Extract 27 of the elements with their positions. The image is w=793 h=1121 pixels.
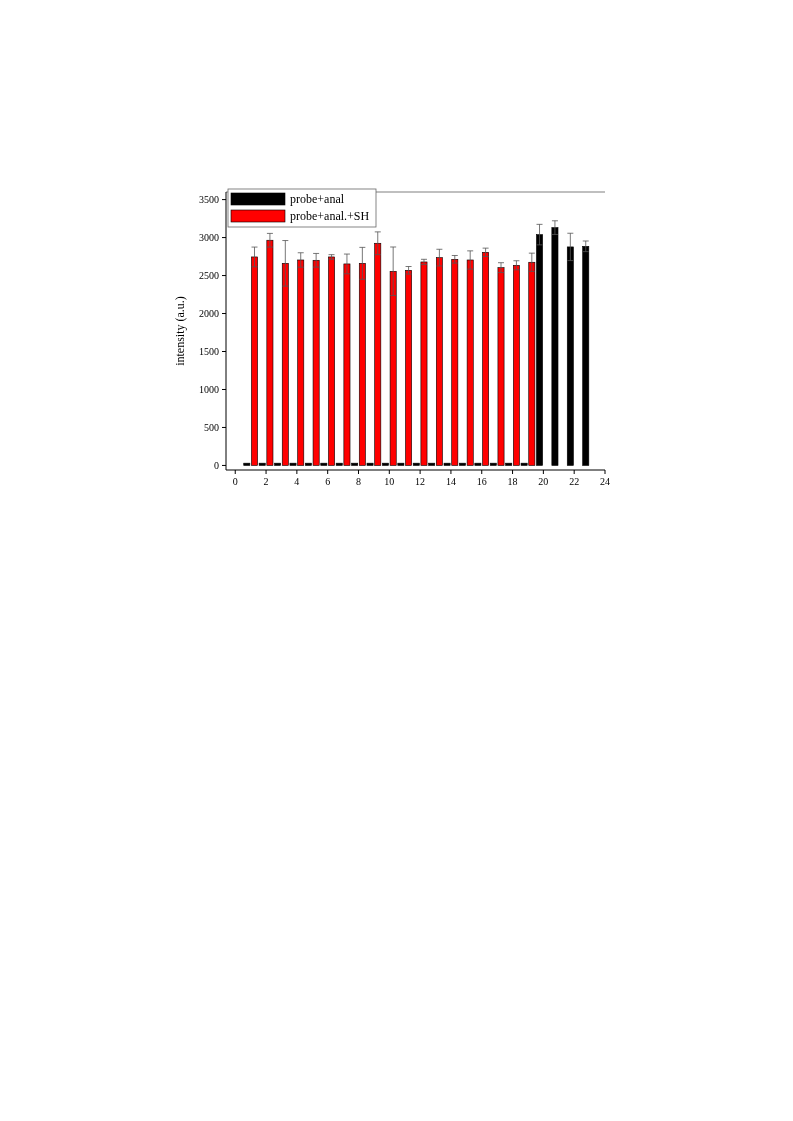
bar	[582, 246, 590, 466]
x-tick-label: 18	[507, 476, 518, 487]
bar	[566, 246, 574, 466]
x-tick-label: 22	[569, 476, 580, 487]
x-tick-label: 6	[325, 476, 331, 487]
y-tick-label: 500	[204, 421, 219, 433]
x-tick-label: 12	[415, 476, 426, 487]
bar	[551, 227, 559, 466]
x-tick-label: 4	[294, 476, 300, 487]
x-tick-label: 14	[445, 476, 456, 487]
y-axis-title: intensity (a.u.)	[173, 296, 187, 366]
x-tick-label: 16	[476, 476, 487, 487]
x-tick-label: 10	[384, 476, 395, 487]
x-tick-label: 8	[356, 476, 361, 487]
legend-label: probe+anal	[290, 192, 345, 206]
y-tick-label: 0	[214, 459, 219, 471]
x-tick-label: 2	[263, 476, 269, 487]
y-tick-label: 1500	[199, 346, 219, 358]
x-tick-label: 24	[600, 476, 610, 487]
y-tick-label: 2000	[199, 308, 219, 320]
legend-label: probe+anal.+SH	[290, 209, 370, 223]
y-tick-label: 1000	[199, 383, 219, 395]
y-tick-label: 3000	[199, 232, 219, 244]
y-tick-label: 3500	[199, 194, 219, 206]
x-tick-label: 20	[538, 476, 549, 487]
x-tick-label: 0	[232, 476, 238, 487]
y-tick-label: 2500	[199, 270, 219, 282]
